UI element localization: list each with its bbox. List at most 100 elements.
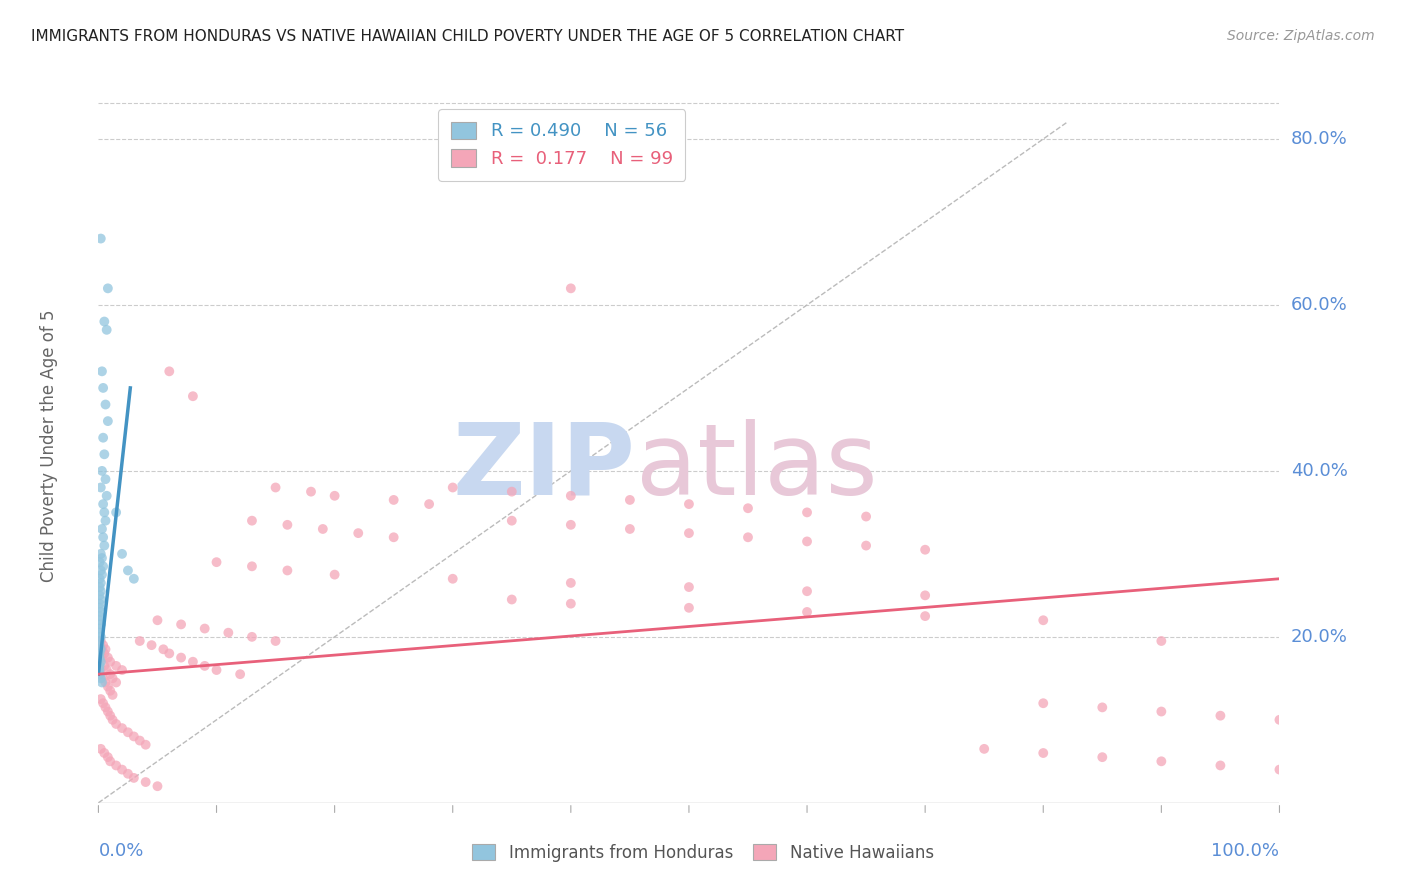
Point xyxy=(181,389,204,403)
Point xyxy=(1091,700,1114,714)
Point xyxy=(91,642,114,657)
Point xyxy=(560,281,582,295)
Point xyxy=(90,692,112,706)
Text: 40.0%: 40.0% xyxy=(1291,462,1347,480)
Point xyxy=(1150,754,1173,768)
Point xyxy=(101,688,124,702)
Point xyxy=(91,522,114,536)
Point xyxy=(91,638,114,652)
Point xyxy=(89,609,111,624)
Point xyxy=(737,530,759,544)
Legend: Immigrants from Honduras, Native Hawaiians: Immigrants from Honduras, Native Hawaiia… xyxy=(464,836,942,871)
Point xyxy=(796,505,818,519)
Point xyxy=(205,555,228,569)
Point xyxy=(111,547,134,561)
Point xyxy=(501,484,523,499)
Point xyxy=(98,683,121,698)
Point xyxy=(205,663,228,677)
Point xyxy=(97,705,120,719)
Point xyxy=(90,667,112,681)
Point xyxy=(1268,763,1291,777)
Point xyxy=(91,530,114,544)
Point xyxy=(796,534,818,549)
Point xyxy=(122,730,145,744)
Point xyxy=(276,517,298,532)
Point xyxy=(678,497,700,511)
Point xyxy=(89,622,111,636)
Point xyxy=(90,575,112,590)
Point xyxy=(1268,713,1291,727)
Point xyxy=(146,779,169,793)
Point xyxy=(128,733,150,747)
Point xyxy=(141,638,163,652)
Point xyxy=(94,514,117,528)
Point xyxy=(91,567,114,582)
Point xyxy=(89,600,111,615)
Point xyxy=(264,634,287,648)
Point xyxy=(91,381,114,395)
Point xyxy=(347,526,370,541)
Point xyxy=(90,584,112,599)
Point xyxy=(101,671,124,685)
Point xyxy=(89,638,111,652)
Point xyxy=(101,713,124,727)
Text: ZIP: ZIP xyxy=(453,419,636,516)
Point xyxy=(122,572,145,586)
Point xyxy=(855,539,877,553)
Point xyxy=(157,364,180,378)
Point xyxy=(91,559,114,574)
Point xyxy=(93,746,115,760)
Text: IMMIGRANTS FROM HONDURAS VS NATIVE HAWAIIAN CHILD POVERTY UNDER THE AGE OF 5 COR: IMMIGRANTS FROM HONDURAS VS NATIVE HAWAI… xyxy=(31,29,904,44)
Point xyxy=(93,314,115,328)
Legend: R = 0.490    N = 56, R =  0.177    N = 99: R = 0.490 N = 56, R = 0.177 N = 99 xyxy=(439,109,685,181)
Point xyxy=(1150,705,1173,719)
Point xyxy=(441,481,464,495)
Point xyxy=(914,542,936,557)
Point xyxy=(97,750,120,764)
Point xyxy=(90,547,112,561)
Point xyxy=(560,489,582,503)
Point xyxy=(501,592,523,607)
Point xyxy=(170,617,193,632)
Point xyxy=(93,505,115,519)
Point xyxy=(91,671,114,685)
Point xyxy=(98,655,121,669)
Point xyxy=(914,609,936,624)
Point xyxy=(90,655,112,669)
Point xyxy=(1209,708,1232,723)
Point xyxy=(94,642,117,657)
Point xyxy=(264,481,287,495)
Point xyxy=(90,605,112,619)
Point xyxy=(323,567,346,582)
Point xyxy=(96,323,118,337)
Point xyxy=(111,663,134,677)
Point xyxy=(217,625,239,640)
Point xyxy=(91,650,114,665)
Point xyxy=(560,597,582,611)
Point xyxy=(93,659,115,673)
Point xyxy=(240,559,263,574)
Point xyxy=(91,675,114,690)
Point xyxy=(441,572,464,586)
Point xyxy=(94,397,117,411)
Point xyxy=(229,667,252,681)
Point xyxy=(96,663,118,677)
Point xyxy=(98,754,121,768)
Point xyxy=(323,489,346,503)
Point xyxy=(240,514,263,528)
Point xyxy=(194,659,217,673)
Point xyxy=(91,464,114,478)
Point xyxy=(90,564,112,578)
Text: 80.0%: 80.0% xyxy=(1291,130,1347,148)
Point xyxy=(855,509,877,524)
Point xyxy=(105,758,128,772)
Point xyxy=(90,592,112,607)
Point xyxy=(94,472,117,486)
Point xyxy=(117,766,139,780)
Point xyxy=(93,447,115,461)
Point xyxy=(194,622,217,636)
Point xyxy=(90,742,112,756)
Point xyxy=(181,655,204,669)
Point xyxy=(619,492,641,507)
Point xyxy=(89,647,111,661)
